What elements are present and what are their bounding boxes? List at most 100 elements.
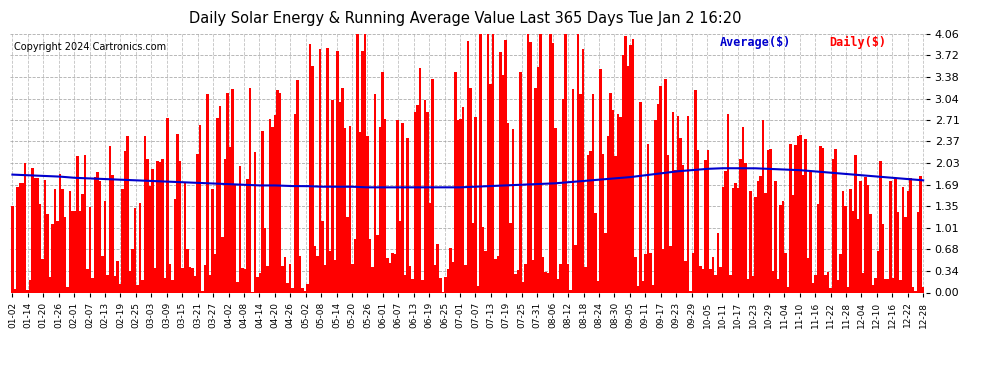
- Bar: [301, 288, 304, 292]
- Bar: [722, 187, 725, 292]
- Bar: [176, 134, 179, 292]
- Bar: [419, 68, 422, 292]
- Bar: [409, 266, 412, 292]
- Bar: [317, 256, 319, 292]
- Bar: [884, 279, 887, 292]
- Bar: [464, 264, 466, 292]
- Bar: [617, 114, 619, 292]
- Bar: [239, 166, 242, 292]
- Bar: [227, 93, 229, 292]
- Bar: [147, 159, 148, 292]
- Bar: [864, 177, 867, 292]
- Bar: [439, 278, 442, 292]
- Bar: [889, 182, 892, 292]
- Bar: [276, 90, 279, 292]
- Bar: [704, 160, 707, 292]
- Bar: [461, 108, 464, 292]
- Bar: [364, 34, 366, 292]
- Bar: [248, 88, 251, 292]
- Bar: [258, 273, 261, 292]
- Bar: [564, 34, 566, 292]
- Bar: [544, 272, 546, 292]
- Bar: [812, 284, 815, 292]
- Bar: [597, 281, 599, 292]
- Bar: [191, 268, 194, 292]
- Bar: [732, 188, 735, 292]
- Bar: [186, 249, 189, 292]
- Bar: [907, 191, 910, 292]
- Bar: [312, 66, 314, 292]
- Bar: [121, 189, 124, 292]
- Bar: [524, 264, 527, 292]
- Bar: [369, 239, 371, 292]
- Bar: [137, 285, 139, 292]
- Bar: [844, 206, 846, 292]
- Bar: [189, 267, 191, 292]
- Bar: [569, 290, 571, 292]
- Bar: [76, 156, 79, 292]
- Bar: [527, 34, 529, 292]
- Bar: [412, 279, 414, 292]
- Bar: [19, 183, 21, 292]
- Bar: [407, 138, 409, 292]
- Bar: [609, 93, 612, 292]
- Bar: [219, 105, 222, 292]
- Bar: [379, 128, 381, 292]
- Bar: [163, 278, 166, 292]
- Bar: [692, 254, 694, 292]
- Bar: [767, 150, 769, 292]
- Bar: [514, 274, 517, 292]
- Bar: [707, 150, 709, 292]
- Bar: [717, 233, 719, 292]
- Bar: [209, 275, 211, 292]
- Bar: [242, 268, 244, 292]
- Bar: [346, 217, 348, 292]
- Bar: [619, 117, 622, 292]
- Bar: [594, 213, 597, 292]
- Bar: [749, 191, 751, 292]
- Bar: [53, 189, 56, 292]
- Bar: [237, 282, 239, 292]
- Bar: [354, 240, 356, 292]
- Bar: [109, 146, 111, 292]
- Bar: [34, 178, 37, 292]
- Bar: [264, 228, 266, 292]
- Bar: [859, 182, 862, 292]
- Bar: [840, 254, 842, 292]
- Bar: [872, 285, 874, 292]
- Bar: [779, 205, 782, 292]
- Bar: [104, 201, 106, 292]
- Bar: [116, 261, 119, 292]
- Text: Daily($): Daily($): [830, 36, 886, 50]
- Bar: [687, 116, 689, 292]
- Bar: [714, 275, 717, 292]
- Bar: [24, 162, 26, 292]
- Bar: [809, 171, 812, 292]
- Bar: [534, 88, 537, 292]
- Bar: [274, 115, 276, 292]
- Bar: [324, 265, 327, 292]
- Bar: [348, 126, 351, 292]
- Bar: [546, 273, 549, 292]
- Bar: [437, 244, 439, 292]
- Bar: [697, 150, 699, 292]
- Bar: [234, 184, 237, 292]
- Bar: [148, 186, 151, 292]
- Bar: [851, 211, 854, 292]
- Bar: [764, 194, 767, 292]
- Bar: [81, 194, 84, 292]
- Bar: [587, 156, 589, 292]
- Bar: [549, 34, 551, 292]
- Bar: [454, 72, 456, 292]
- Bar: [651, 285, 654, 292]
- Bar: [366, 136, 369, 292]
- Bar: [399, 220, 402, 292]
- Bar: [459, 119, 461, 292]
- Bar: [432, 79, 434, 292]
- Bar: [166, 118, 168, 292]
- Bar: [674, 170, 677, 292]
- Bar: [894, 179, 897, 292]
- Bar: [666, 154, 669, 292]
- Bar: [727, 114, 730, 292]
- Bar: [89, 207, 91, 292]
